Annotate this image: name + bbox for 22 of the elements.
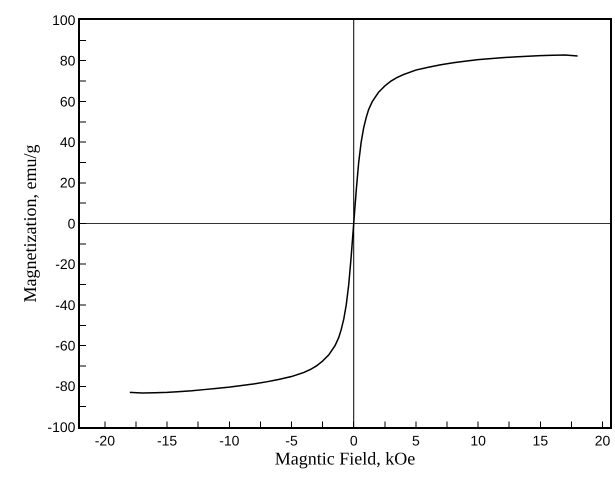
x-tick-label: 15 bbox=[532, 432, 548, 449]
x-tick-label: 20 bbox=[594, 432, 611, 449]
y-tick-label: 20 bbox=[60, 174, 76, 191]
y-tick-label: -100 bbox=[47, 418, 76, 435]
y-tick-label: -20 bbox=[55, 256, 76, 272]
y-tick-label: -80 bbox=[55, 378, 76, 394]
x-tick-label: 5 bbox=[412, 432, 420, 449]
y-tick-label: 60 bbox=[60, 93, 76, 110]
x-axis-title: Magntic Field, kOe bbox=[274, 448, 416, 469]
y-tick-label: 100 bbox=[52, 12, 76, 28]
x-tick-label: 10 bbox=[470, 432, 486, 449]
y-tick-label: 0 bbox=[68, 215, 76, 232]
x-tick-label: -15 bbox=[156, 432, 178, 449]
y-tick-label: 40 bbox=[60, 134, 76, 150]
x-tick-label: -10 bbox=[219, 432, 240, 449]
y-axis-title: Magnetization, emu/g bbox=[20, 144, 40, 302]
y-tick-label: -60 bbox=[55, 338, 76, 354]
x-tick-label: 0 bbox=[350, 432, 358, 449]
y-tick-label: -40 bbox=[55, 296, 76, 313]
x-tick-label: -20 bbox=[94, 432, 116, 449]
x-tick-label: -5 bbox=[285, 432, 298, 449]
y-tick-label: 80 bbox=[60, 52, 76, 69]
